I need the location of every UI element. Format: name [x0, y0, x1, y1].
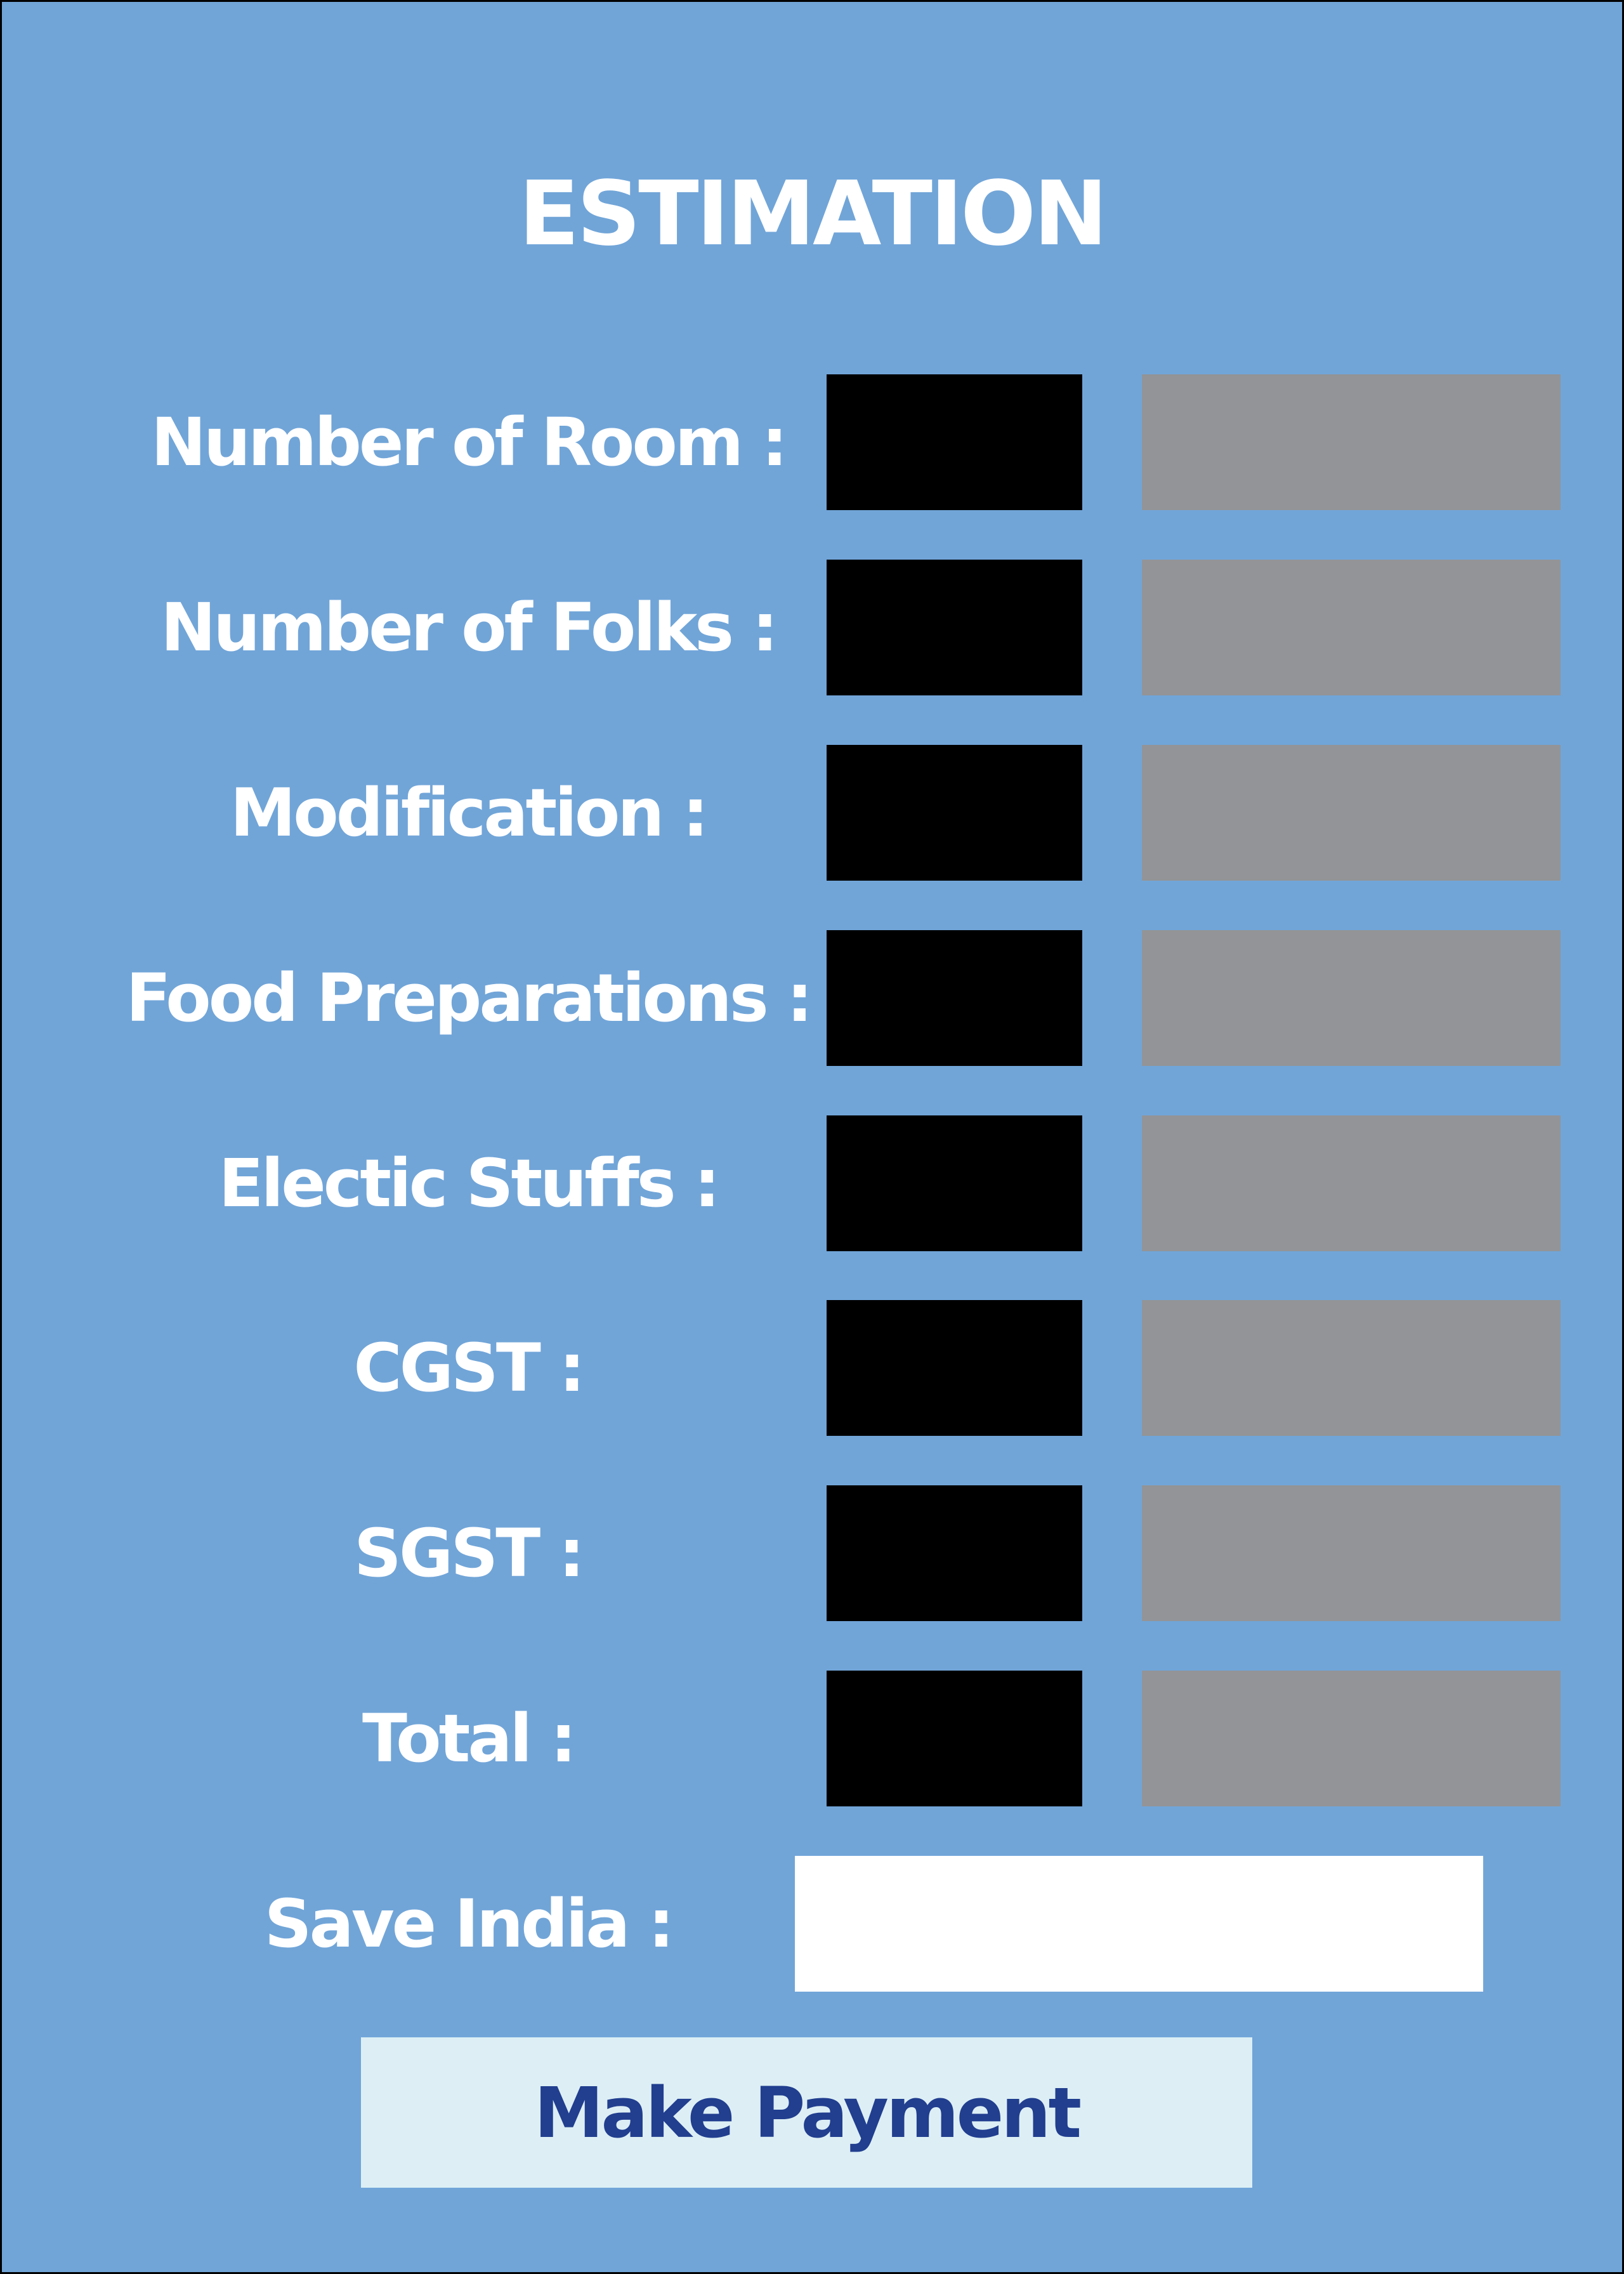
- row-label: Number of Folks :: [160, 589, 778, 666]
- save-india-input[interactable]: [795, 1856, 1483, 1992]
- cgst-rate-field[interactable]: [827, 1300, 1082, 1436]
- number-of-room-quantity-field[interactable]: [827, 374, 1082, 510]
- modification-quantity-field[interactable]: [827, 745, 1082, 881]
- number-of-folks-quantity-field[interactable]: [827, 560, 1082, 695]
- row-modification: Modification :: [2, 745, 1622, 881]
- row-electic-stuffs: Electic Stuffs :: [2, 1115, 1622, 1251]
- food-preparations-quantity-field[interactable]: [827, 930, 1082, 1066]
- row-total: Total :: [2, 1671, 1622, 1806]
- row-cgst: CGST :: [2, 1300, 1622, 1436]
- cgst-amount-field: [1142, 1300, 1561, 1436]
- row-label: CGST :: [353, 1329, 585, 1407]
- food-preparations-amount-field: [1142, 930, 1561, 1066]
- total-quantity-field[interactable]: [827, 1671, 1082, 1806]
- row-label: Number of Room :: [151, 404, 788, 481]
- save-india-label: Save India :: [264, 1885, 674, 1962]
- row-label: SGST :: [354, 1515, 585, 1592]
- page-title: ESTIMATION: [518, 162, 1108, 266]
- sgst-rate-field[interactable]: [827, 1485, 1082, 1621]
- total-amount-field: [1142, 1671, 1561, 1806]
- electic-stuffs-amount-field: [1142, 1115, 1561, 1251]
- sgst-amount-field: [1142, 1485, 1561, 1621]
- row-label: Food Preparations :: [126, 959, 813, 1037]
- number-of-folks-amount-field: [1142, 560, 1561, 695]
- row-number-of-folks: Number of Folks :: [2, 560, 1622, 695]
- modification-amount-field: [1142, 745, 1561, 881]
- row-label: Modification :: [230, 774, 709, 851]
- row-number-of-room: Number of Room :: [2, 374, 1622, 510]
- row-save-india: Save India :: [2, 1856, 1622, 1992]
- electic-stuffs-quantity-field[interactable]: [827, 1115, 1082, 1251]
- number-of-room-amount-field: [1142, 374, 1561, 510]
- row-food-preparations: Food Preparations :: [2, 930, 1622, 1066]
- make-payment-button[interactable]: Make Payment: [361, 2037, 1252, 2188]
- row-label: Total :: [362, 1700, 577, 1777]
- row-label: Electic Stuffs :: [218, 1145, 721, 1222]
- row-sgst: SGST :: [2, 1485, 1622, 1621]
